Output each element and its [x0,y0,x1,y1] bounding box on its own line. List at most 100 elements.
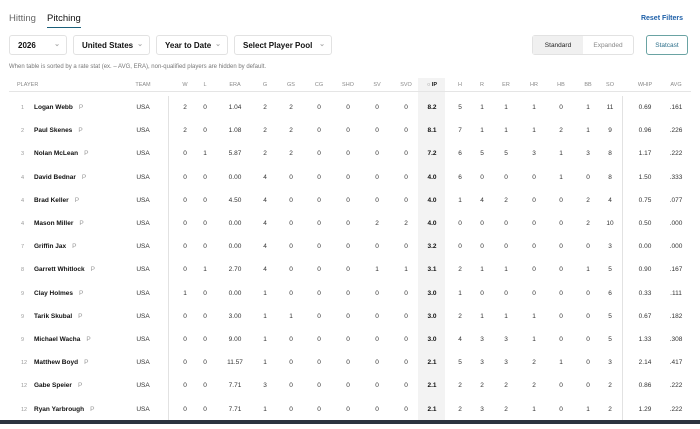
rank: 12 [21,406,28,413]
player-name-link[interactable]: Matthew Boyd P [34,359,88,366]
stat-h: 2 [458,266,462,274]
tab-hitting[interactable]: Hitting [9,13,36,24]
column-header-avg[interactable]: AVG [670,82,682,88]
statcast-button[interactable]: Statcast [646,35,688,55]
stat-r: 3 [480,336,484,343]
player-name-link[interactable]: Paul Skenes P [34,127,83,134]
table-row[interactable]: 3 Nolan McLean P USA 0 1 5.87 2 2 0 0 0 0 7.2 6 5 5 3 1 3 8 1… [0,150,700,173]
stat-er: 1 [504,104,508,111]
stat-sv: 0 [375,173,379,181]
player-name-link[interactable]: Ryan Yarbrough P [34,406,94,413]
player-pool-select[interactable]: Select Player Pool ⌄ [234,35,332,55]
column-header-sv[interactable]: SV [373,82,381,88]
stat-ip: 4.0 [427,173,437,181]
position: P [78,312,83,320]
table-row[interactable]: 2 Paul Skenes P USA 2 0 1.08 2 2 0 0 0 0 8.1 7 1 1 1 2 1 9 0.… [0,127,700,150]
stat-hr: 1 [532,336,536,343]
column-header-l[interactable]: L [203,82,207,88]
stat-sho: 0 [346,312,350,320]
stat-cg: 0 [317,266,321,274]
tab-pitching[interactable]: Pitching [47,13,81,28]
stat-whip: 1.17 [638,150,652,158]
column-header-team[interactable]: TEAM [135,82,151,88]
season-select[interactable]: 2026 ⌄ [9,35,67,55]
stat-sv: 0 [375,405,379,413]
stat-cg: 0 [317,104,321,111]
expanded-view-button[interactable]: Expanded [593,41,623,49]
table-row[interactable]: 9 Tarik Skubal P USA 0 0 3.00 1 1 0 0 0 0 3.0 2 1 1 1 0 0 5 0… [0,313,700,336]
stat-w: 0 [183,266,187,274]
player-name-link[interactable]: Logan Webb P [34,104,83,111]
stat-sv: 0 [375,359,379,367]
table-row[interactable]: 12 Gabe Speier P USA 0 0 7.71 3 0 0 0 0 0 2.1 2 2 2 2 0 0 2 0… [0,382,700,405]
column-header-hb[interactable]: HB [557,82,565,88]
table-row[interactable]: 7 Griffin Jax P USA 0 0 0.00 4 0 0 0 0 0 3.2 0 0 0 0 0 0 3 0.… [0,243,700,266]
player-name-link[interactable]: David Bednar P [34,174,86,181]
stat-whip: 0.33 [638,289,652,297]
column-header-cg[interactable]: CG [314,82,324,88]
column-header-player[interactable]: PLAYER [17,82,39,88]
team-select[interactable]: United States ⌄ [73,35,150,55]
stat-whip: 0.69 [638,104,652,111]
table-row[interactable]: 9 Clay Holmes P USA 1 0 0.00 1 0 0 0 0 0 3.0 1 0 0 0 0 0 6 0.… [0,290,700,313]
player-name-link[interactable]: Garrett Whitlock P [34,266,95,273]
stat-er: 3 [504,336,508,343]
position: P [79,220,84,227]
column-header-h[interactable]: H [458,82,462,88]
rate-stat-note: When table is sorted by a rate stat (ex.… [9,64,267,70]
team-value: United States [82,40,134,50]
period-select[interactable]: Year to Date ⌄ [156,35,228,55]
table-row[interactable]: 4 David Bednar P USA 0 0 0.00 4 0 0 0 0 0 4.0 6 0 0 0 1 0 8 1… [0,174,700,197]
player-name-link[interactable]: Gabe Speier P [34,382,82,389]
player-name-link[interactable]: Griffin Jax P [34,243,77,250]
table-row[interactable]: 4 Mason Miller P USA 0 0 0.00 4 0 0 0 2 2 4.0 0 0 0 0 0 2 10… [0,220,700,243]
stat-w: 1 [183,289,187,297]
stat-hr: 2 [532,359,536,367]
player-name-link[interactable]: Tarik Skubal P [34,313,83,320]
column-header-g[interactable]: G [262,82,268,88]
standard-view-button[interactable]: Standard [533,36,583,54]
column-header-er[interactable]: ER [502,82,510,88]
column-header-ip[interactable]: ◌ IP [427,82,437,88]
stat-sv: 0 [375,336,379,343]
stat-svo: 0 [404,336,408,343]
rank: 4 [21,221,25,227]
table-row[interactable]: 12 Ryan Yarbrough P USA 0 0 7.71 1 0 0 0 0 0 2.1 2 3 2 1 0… [0,406,700,429]
stat-sho: 0 [346,243,350,251]
column-header-r[interactable]: R [480,82,484,88]
player-name-link[interactable]: Clay Holmes P [34,290,83,297]
reset-filters-link[interactable]: Reset Filters [640,15,683,22]
stat-hb: 0 [559,405,563,413]
stat-ip: 8.2 [427,104,437,111]
stat-h: 0 [458,243,462,251]
player-name-link[interactable]: Michael Wacha P [34,336,91,343]
table-row[interactable]: 4 Brad Keller P USA 0 0 4.50 4 0 0 0 0 0 4.0 1 4 2 0 0 2 4 0.… [0,197,700,220]
column-header-era[interactable]: ERA [229,82,241,88]
table-row[interactable]: 1 Logan Webb P USA 2 0 1.04 2 2 0 0 0 0 8.2 5 1 1 1 0 1 11 0.… [0,104,700,127]
column-header-whip[interactable]: WHIP [637,82,653,88]
window-bottom-edge [0,420,700,424]
player-name-link[interactable]: Brad Keller P [34,197,79,204]
column-header-so[interactable]: SO [606,82,614,88]
column-header-hr[interactable]: HR [530,82,538,88]
stat-cg: 0 [317,220,321,227]
column-header-gs[interactable]: GS [287,82,295,88]
table-row[interactable]: 9 Michael Wacha P USA 0 0 9.00 1 0 0 0 0 0 3.0 4 3 3 1 0 0 5… [0,336,700,359]
stat-l: 0 [203,243,207,251]
column-header-sho[interactable]: SHO [342,82,354,88]
column-header-svo[interactable]: SVO [400,82,412,88]
team: USA [136,289,150,297]
stat-ip: 3.0 [427,289,437,297]
team: USA [136,243,150,251]
column-header-w[interactable]: W [182,82,188,88]
column-header-bb[interactable]: BB [584,82,592,88]
position: P [81,173,87,181]
team: USA [136,312,150,320]
table-row[interactable]: 8 Garrett Whitlock P USA 0 1 2.70 4 0 0 0 1 1 3.1 2 1 1 0… [0,266,700,289]
table-row[interactable]: 12 Matthew Boyd P USA 0 0 11.57 1 0 0 0 0 0 2.1 5 3 3 2 1 0… [0,359,700,382]
column-header-label: IP [431,82,437,88]
player-name-link[interactable]: Nolan McLean P [34,150,88,157]
stat-hb: 0 [559,382,563,390]
player-name-link[interactable]: Mason Miller P [34,220,84,227]
position: P [79,289,84,297]
